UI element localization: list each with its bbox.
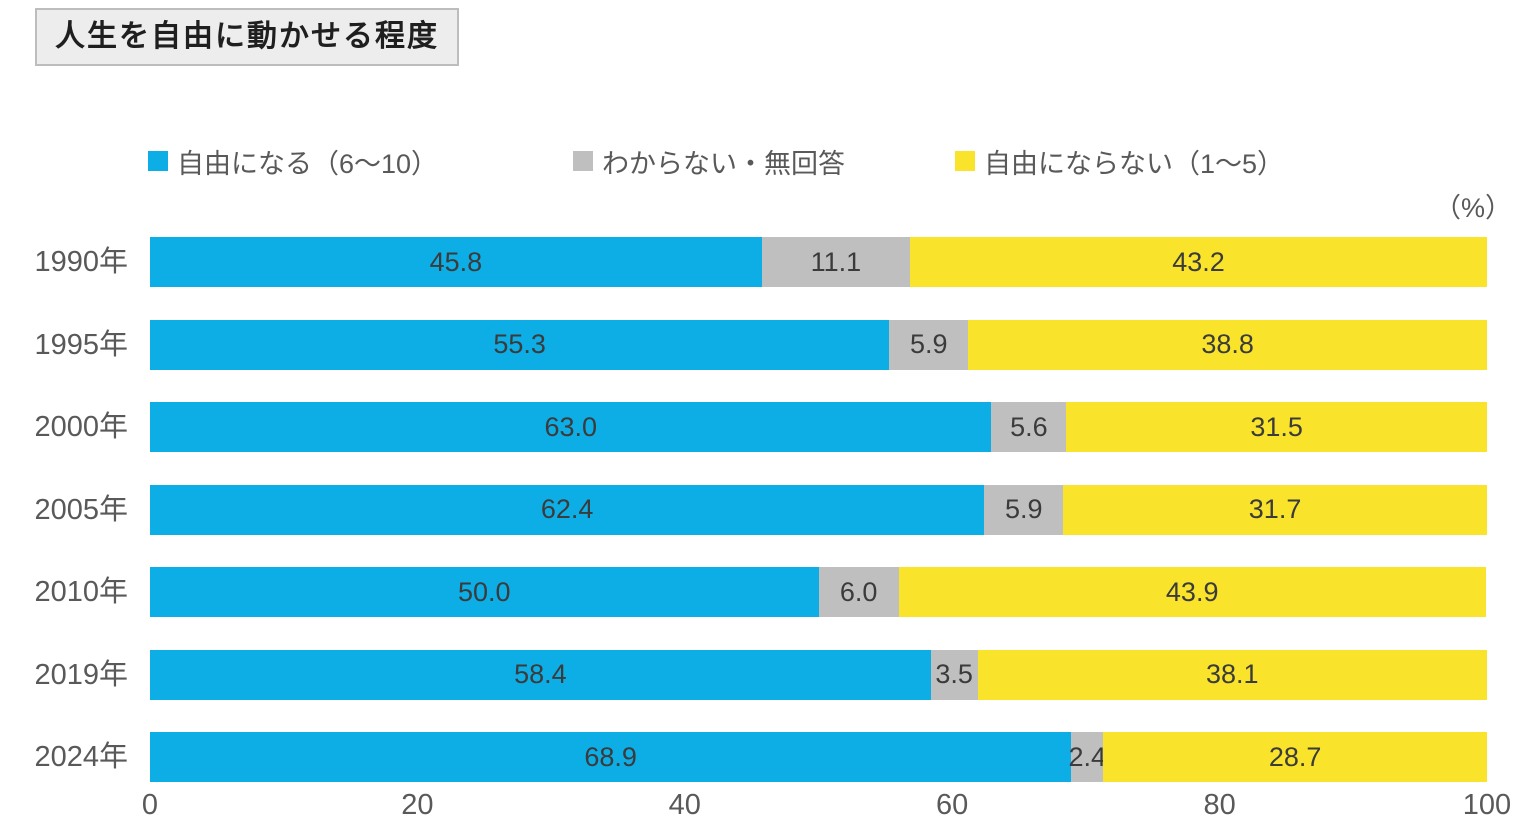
bar-segment: 6.0 [818, 567, 899, 617]
value-label: 5.6 [1010, 411, 1048, 442]
legend-swatch-icon [573, 151, 593, 171]
bar-row: 55.3 5.9 38.8 [150, 319, 1487, 370]
value-label: 2.4 [1068, 741, 1106, 772]
bar-segment: 38.8 [968, 319, 1487, 370]
legend-label: 自由になる（6〜10） [177, 148, 439, 179]
value-label: 28.7 [1268, 741, 1322, 772]
x-tick-label: 0 [141, 789, 159, 821]
category-label: 2024年 [34, 741, 128, 773]
category-label: 2005年 [34, 493, 128, 526]
bar-row: 62.4 5.9 31.7 [150, 484, 1487, 535]
value-label: 45.8 [429, 246, 483, 277]
bar-row: 68.9 2.4 28.7 [150, 732, 1487, 782]
bar-segment: 5.9 [889, 319, 969, 370]
bar-row: 63.0 5.6 31.5 [150, 402, 1487, 452]
value-label: 68.9 [584, 741, 637, 772]
unit-label: （%） [1433, 193, 1512, 223]
bar-row: 50.0 6.0 43.9 [150, 567, 1487, 617]
legend-swatch-icon [148, 151, 168, 171]
x-tick-label: 80 [1203, 789, 1236, 821]
value-label: 43.2 [1172, 246, 1225, 277]
bar-row: 45.8 11.1 43.2 [150, 237, 1487, 287]
bar-segment: 62.4 [150, 484, 985, 535]
bar-segment: 50.0 [150, 567, 819, 617]
value-label: 3.5 [935, 659, 973, 689]
value-label: 11.1 [810, 246, 862, 277]
legend-item: わからない・無回答 [573, 143, 845, 179]
value-label: 38.8 [1201, 329, 1254, 359]
value-label: 31.7 [1248, 494, 1302, 524]
value-label: 31.5 [1250, 411, 1303, 442]
bar-segment: 58.4 [150, 649, 931, 700]
value-label: 43.9 [1165, 576, 1219, 607]
bar-segment: 55.3 [150, 319, 890, 370]
x-tick-label: 20 [401, 789, 434, 821]
bar-segment: 43.9 [898, 567, 1486, 617]
bar-segment: 5.6 [991, 402, 1067, 452]
legend-swatch-icon [955, 151, 975, 171]
x-tick-label: 60 [936, 789, 969, 821]
category-label: 2019年 [34, 658, 128, 691]
bar-segment: 31.7 [1063, 484, 1487, 535]
x-tick-label: 40 [668, 789, 701, 821]
bar-segment: 63.0 [150, 402, 992, 452]
bar-segment: 28.7 [1103, 732, 1487, 782]
category-label: 1995年 [34, 328, 128, 361]
legend-label: 自由にならない（1〜5） [984, 148, 1285, 179]
category-label: 2010年 [34, 576, 128, 608]
value-label: 6.0 [839, 576, 878, 607]
legend-item: 自由になる（6〜10） [148, 143, 438, 179]
value-label: 38.1 [1205, 659, 1259, 689]
value-label: 5.9 [1004, 494, 1043, 524]
bar-segment: 38.1 [977, 649, 1487, 700]
value-label: 50.0 [457, 576, 511, 607]
bar-row: 58.4 3.5 38.1 [150, 649, 1487, 700]
bar-segment: 68.9 [150, 732, 1072, 782]
value-label: 58.4 [514, 659, 567, 689]
bar-segment: 5.9 [984, 484, 1064, 535]
chart-title: 人生を自由に動かせる程度 [35, 8, 459, 66]
legend-item: 自由にならない（1〜5） [955, 143, 1284, 179]
value-label: 63.0 [544, 411, 598, 442]
value-label: 55.3 [493, 329, 546, 359]
legend-label: わからない・無回答 [602, 148, 845, 179]
bar-segment: 11.1 [761, 237, 910, 287]
category-label: 1990年 [34, 246, 128, 278]
bar-segment: 3.5 [930, 649, 978, 700]
bar-segment: 43.2 [910, 237, 1487, 287]
category-label: 2000年 [34, 411, 128, 443]
bar-segment: 45.8 [150, 237, 762, 287]
value-label: 62.4 [540, 494, 594, 524]
x-tick-label: 100 [1462, 789, 1512, 821]
bar-segment: 31.5 [1066, 402, 1487, 452]
value-label: 5.9 [910, 329, 948, 359]
bar-segment: 2.4 [1068, 732, 1106, 782]
